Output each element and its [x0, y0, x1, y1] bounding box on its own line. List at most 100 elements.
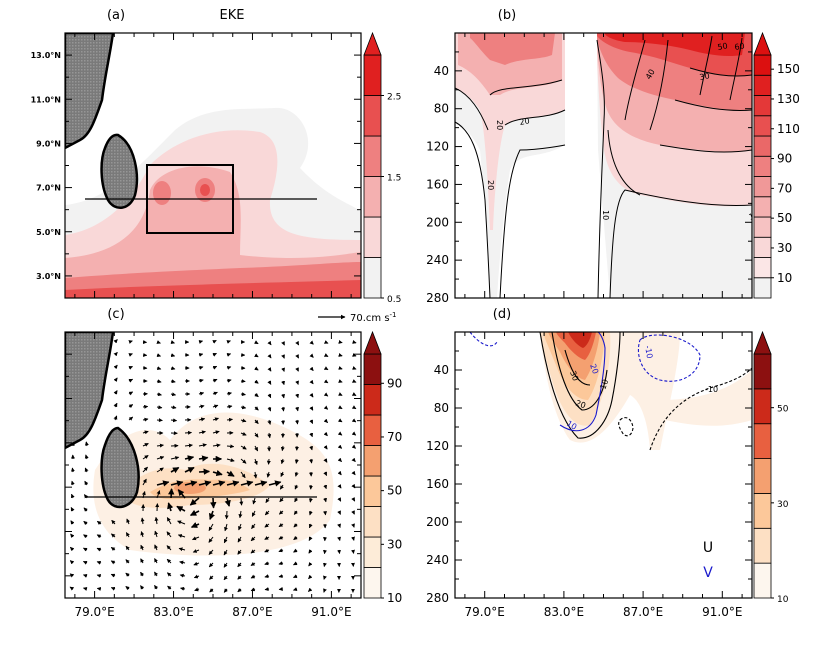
colorbar-segment: [364, 385, 381, 416]
colorbar-label: 150: [777, 62, 800, 76]
current-vector: [241, 498, 242, 505]
contour-label: 20: [495, 120, 504, 130]
x-tick-label: 79.0°E: [465, 605, 505, 619]
y-tick-label: 80: [434, 401, 449, 415]
chart-title: EKE: [220, 8, 245, 23]
x-tick-label: 91.0°E: [702, 605, 742, 619]
colorbar-segment: [364, 507, 381, 538]
current-vector: [353, 550, 354, 553]
current-vector: [227, 419, 232, 420]
colorbar-label: 50: [777, 405, 789, 415]
colorbar-segment: [754, 354, 771, 389]
colorbar-segment: [364, 537, 381, 568]
x-tick-label: 87.0°E: [623, 605, 663, 619]
panel-label-a: (a): [107, 8, 125, 23]
contour-label: 10: [601, 210, 610, 220]
colorbar-segment: [364, 415, 381, 446]
colorbar-label: 10: [777, 271, 792, 285]
missing-data-gap: [566, 33, 596, 298]
colorbar-segment: [754, 563, 771, 598]
colorbar-segment: [754, 136, 771, 156]
colorbar-extend-arrow: [754, 33, 771, 55]
y-tick-label: 200: [426, 515, 449, 529]
reference-vector-label: 70.cm s-1: [350, 311, 397, 324]
x-tick-label: 83.0°E: [153, 605, 193, 619]
colorbar-segment: [754, 278, 771, 298]
colorbar-segment: [754, 96, 771, 116]
colorbar-label: 30: [777, 241, 792, 255]
colorbar-label: 30: [777, 500, 789, 510]
y-tick-label: 160: [426, 477, 449, 491]
colorbar-label: 1.5: [387, 174, 401, 184]
colorbar-segment: [754, 459, 771, 494]
current-vector: [265, 589, 269, 590]
current-vector: [213, 498, 214, 508]
colorbar-label: 10: [387, 591, 402, 605]
y-tick-label: 280: [426, 291, 449, 305]
colorbar-segment: [754, 424, 771, 459]
current-vector: [311, 459, 312, 463]
colorbar-label: 50: [777, 211, 792, 225]
y-tick-label: 280: [426, 591, 449, 605]
current-vector: [72, 468, 73, 472]
contour-label: 50: [717, 41, 729, 52]
y-tick-label: 3.0°N: [36, 272, 61, 281]
y-tick-label: 240: [426, 253, 449, 267]
colorbar-segment: [754, 258, 771, 278]
legend-v: V: [703, 565, 713, 581]
current-vector: [339, 342, 342, 343]
colorbar-segment: [364, 217, 381, 258]
current-vector: [297, 420, 298, 424]
contour-label: 30: [699, 71, 711, 82]
x-tick-label: 87.0°E: [232, 605, 272, 619]
colorbar-label: 2.5: [387, 93, 401, 103]
y-tick-label: 120: [426, 439, 449, 453]
contour-label: -10: [705, 385, 718, 394]
y-tick-label: 160: [426, 177, 449, 191]
colorbar-segment: [754, 55, 771, 75]
current-vector: [282, 446, 283, 451]
colorbar-label: 0.5: [387, 295, 401, 305]
colorbar-segment: [364, 354, 381, 385]
current-vector: [283, 407, 284, 411]
colorbar-segment: [364, 96, 381, 137]
current-vector: [339, 550, 340, 554]
colorbar-segment: [754, 177, 771, 197]
current-vector: [227, 446, 234, 447]
colorbar-label: 90: [387, 376, 402, 390]
legend-u: U: [703, 540, 713, 556]
x-tick-label: 83.0°E: [544, 605, 584, 619]
colorbar-segment: [754, 197, 771, 217]
y-tick-label: 9.0°N: [36, 139, 61, 148]
colorbar-extend-arrow: [754, 332, 771, 354]
current-vector: [171, 420, 177, 421]
current-vector: [97, 588, 101, 589]
colorbar-label: 30: [387, 537, 402, 551]
colorbar-segment: [364, 446, 381, 477]
y-tick-label: 40: [434, 363, 449, 377]
current-vector: [324, 550, 325, 554]
colorbar-a: 2.5 1.5 0.5: [364, 33, 401, 305]
panel-label-b: (b): [498, 8, 516, 23]
colorbar-label: 110: [777, 122, 800, 136]
contour-label: 20: [519, 116, 531, 127]
colorbar-label: 50: [387, 484, 402, 498]
current-vector: [143, 406, 148, 407]
colorbar-segment: [364, 55, 381, 96]
colorbar-segment: [754, 389, 771, 424]
y-tick-label: 80: [434, 102, 449, 116]
reference-vector-exponent: -1: [390, 311, 397, 319]
contour-label: 20: [486, 180, 495, 190]
eke-core-west: [153, 181, 171, 205]
colorbar-segment: [754, 116, 771, 136]
colorbar-label: 10: [777, 595, 789, 605]
colorbar-extend-arrow: [364, 33, 381, 55]
colorbar-label: 70: [777, 181, 792, 195]
colorbar-label: 130: [777, 92, 800, 106]
colorbar-segment: [754, 156, 771, 176]
y-tick-label: 200: [426, 215, 449, 229]
